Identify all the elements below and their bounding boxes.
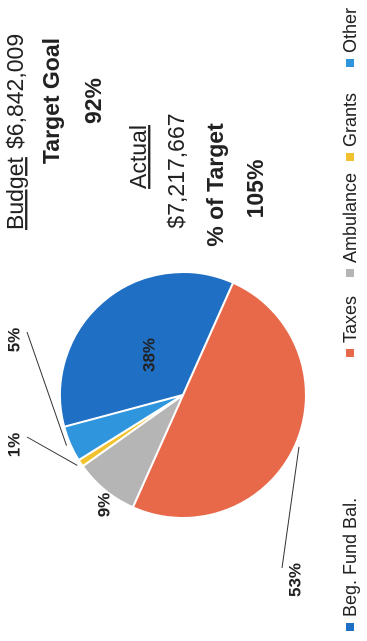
leader-line [281, 446, 300, 569]
pct-target-value: 105% [242, 160, 268, 219]
legend-label: Beg. Fund Bal. [340, 498, 360, 617]
data-label: 1% [4, 433, 23, 458]
legend-swatch [346, 153, 354, 161]
leader-line [26, 331, 67, 446]
legend-label: Grants [340, 93, 360, 147]
legend-swatch [346, 59, 354, 67]
pie-slice [62, 394, 184, 462]
data-label: 9% [94, 493, 113, 518]
target-goal-label: Target Goal [38, 38, 64, 164]
rotated-frame: Budget $6,842,009 Target Goal 92% Actual… [2, 8, 360, 631]
target-goal-value: 92% [80, 78, 106, 124]
actual-label: Actual [125, 125, 151, 189]
legend-label: Other [340, 8, 360, 53]
data-label: 53% [285, 563, 304, 597]
pct-target-label: % of Target [202, 123, 228, 247]
pie-slice [131, 281, 307, 519]
pie-slice [59, 271, 235, 429]
legend-swatch [346, 349, 354, 357]
data-label: 5% [4, 328, 23, 353]
legend-swatch [346, 269, 354, 277]
legend-swatch [346, 623, 354, 631]
leader-line [26, 436, 78, 466]
legend-label: Ambulance [340, 173, 360, 263]
legend-label: Taxes [340, 296, 360, 343]
data-label: 38% [139, 338, 158, 372]
budget-value: $6,842,009 [2, 34, 28, 149]
budget-label: Budget [2, 156, 28, 230]
actual-value: $7,217,667 [163, 113, 189, 228]
